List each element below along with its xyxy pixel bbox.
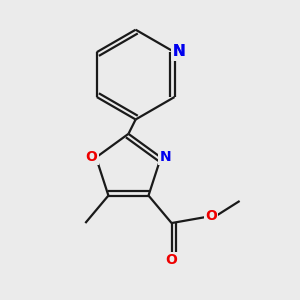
- Text: O: O: [166, 253, 178, 267]
- Text: N: N: [173, 44, 186, 59]
- Text: N: N: [173, 44, 186, 59]
- Text: N: N: [173, 44, 186, 59]
- Text: N: N: [160, 150, 172, 164]
- Text: O: O: [85, 150, 97, 164]
- Text: O: O: [205, 209, 217, 224]
